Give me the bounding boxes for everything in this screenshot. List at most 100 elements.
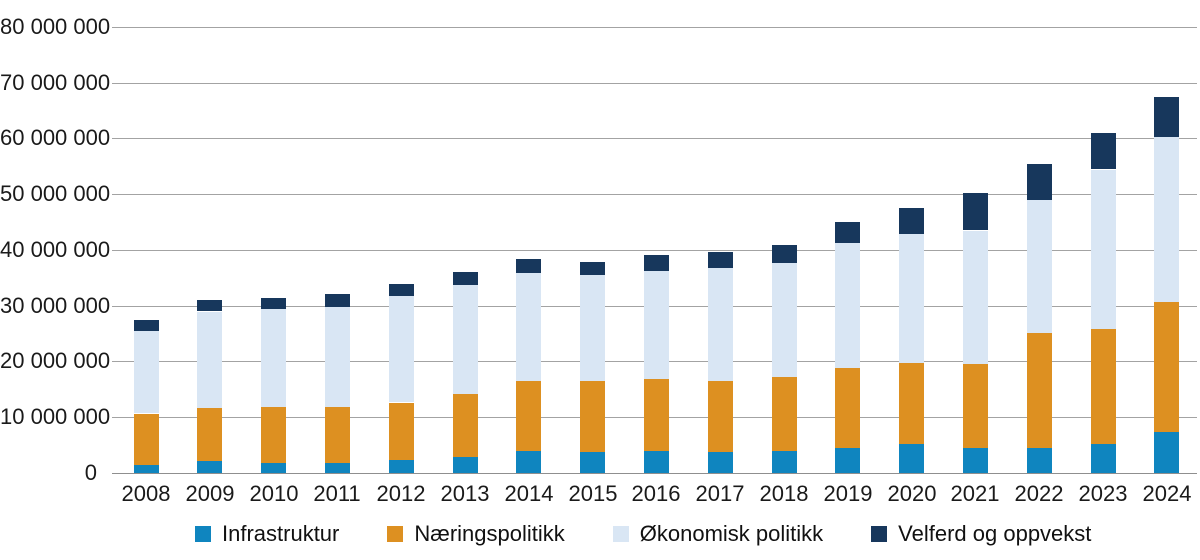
y-tick-label: 0 (84, 460, 97, 485)
bar-2017 (708, 27, 733, 473)
bar-segment-2019-velferd-og-oppvekst (835, 222, 860, 243)
bar-segment-2009-velferd-og-oppvekst (197, 300, 222, 311)
bar-2021 (963, 27, 988, 473)
bar-segment-2013-infrastruktur (453, 457, 478, 473)
bar-segment-2011-økonomisk-politikk (325, 307, 350, 407)
bar-2009 (197, 27, 222, 473)
bar-segment-2018-velferd-og-oppvekst (772, 245, 797, 263)
bar-segment-2017-velferd-og-oppvekst (708, 252, 733, 268)
bar-segment-2020-velferd-og-oppvekst (899, 208, 924, 234)
bar-segment-2014-økonomisk-politikk (516, 273, 541, 381)
bar-segment-2024-infrastruktur (1154, 432, 1179, 473)
x-tick-label-2016: 2016 (631, 481, 681, 506)
bar-2019 (835, 27, 860, 473)
x-tick-label-2014: 2014 (504, 481, 554, 506)
y-tick-label: 30 000 000 (0, 293, 111, 318)
bar-segment-2010-velferd-og-oppvekst (261, 298, 286, 309)
bar-segment-2023-økonomisk-politikk (1091, 170, 1116, 329)
bar-segment-2018-økonomisk-politikk (772, 263, 797, 377)
bar-segment-2021-velferd-og-oppvekst (963, 193, 988, 230)
x-tick-label-2013: 2013 (440, 481, 490, 506)
y-tick-label: 70 000 000 (0, 70, 111, 95)
legend-swatch-icon (612, 526, 629, 542)
bar-segment-2014-velferd-og-oppvekst (516, 259, 541, 273)
bar-segment-2022-næringspolitikk (1027, 333, 1052, 448)
bar-segment-2012-infrastruktur (389, 460, 414, 473)
bar-segment-2013-næringspolitikk (453, 394, 478, 457)
bar-2018 (772, 27, 797, 473)
bar-2011 (325, 27, 350, 473)
bar-2023 (1091, 27, 1116, 473)
legend-item-infrastruktur: Infrastruktur (195, 522, 339, 546)
legend-label: Økonomisk politikk (639, 521, 824, 546)
bar-2015 (580, 27, 605, 473)
x-axis: 2008 2009 2010 2011 2012 2013 2014 2015 2016 2017… (0, 481, 1200, 511)
bar-2020 (899, 27, 924, 473)
bar-segment-2021-økonomisk-politikk (963, 231, 988, 364)
x-tick-label-2008: 2008 (121, 481, 171, 506)
bar-segment-2011-velferd-og-oppvekst (325, 294, 350, 307)
bar-segment-2008-økonomisk-politikk (134, 331, 159, 413)
bar-segment-2022-infrastruktur (1027, 448, 1052, 473)
bar-segment-2010-næringspolitikk (261, 407, 286, 463)
bar-segment-2012-økonomisk-politikk (389, 296, 414, 402)
bar-segment-2024-næringspolitikk (1154, 302, 1179, 432)
x-tick-label-2010: 2010 (249, 481, 299, 506)
bar-2010 (261, 27, 286, 473)
gridline-80000000 (112, 27, 1197, 28)
bar-2014 (516, 27, 541, 473)
x-tick-label-2021: 2021 (950, 481, 1000, 506)
x-tick-label-2019: 2019 (823, 481, 873, 506)
bar-2012 (389, 27, 414, 473)
legend-label: Velferd og oppvekst (898, 521, 1092, 546)
bar-segment-2019-næringspolitikk (835, 368, 860, 448)
bar-segment-2020-næringspolitikk (899, 363, 924, 444)
bar-segment-2010-økonomisk-politikk (261, 309, 286, 407)
legend-swatch-icon (871, 526, 888, 542)
legend-swatch-icon (387, 526, 404, 542)
y-tick-label: 40 000 000 (0, 237, 111, 262)
bar-segment-2015-næringspolitikk (580, 381, 605, 452)
bar-segment-2013-økonomisk-politikk (453, 285, 478, 394)
bar-segment-2024-økonomisk-politikk (1154, 137, 1179, 302)
bar-segment-2013-velferd-og-oppvekst (453, 272, 478, 285)
y-tick-label: 60 000 000 (0, 125, 111, 150)
bar-segment-2010-infrastruktur (261, 463, 286, 473)
bar-2013 (453, 27, 478, 473)
x-tick-label-2015: 2015 (568, 481, 618, 506)
bar-segment-2008-næringspolitikk (134, 414, 159, 465)
x-tick-label-2017: 2017 (695, 481, 745, 506)
legend-label: Infrastruktur (222, 521, 340, 546)
bar-segment-2023-infrastruktur (1091, 444, 1116, 473)
x-tick-label-2012: 2012 (376, 481, 426, 506)
bar-segment-2008-velferd-og-oppvekst (134, 320, 159, 331)
plot-area (112, 27, 1197, 474)
x-tick-label-2011: 2011 (313, 481, 361, 506)
y-tick-label: 80 000 000 (0, 14, 111, 39)
bar-segment-2009-næringspolitikk (197, 407, 222, 461)
bar-segment-2009-infrastruktur (197, 461, 222, 473)
legend-item-næringspolitikk: Næringspolitikk (387, 521, 565, 546)
legend-item-velferd-og-oppvekst: Velferd og oppvekst (871, 522, 1091, 546)
bar-segment-2021-infrastruktur (963, 448, 988, 473)
bar-segment-2015-infrastruktur (580, 452, 605, 473)
gridline-60000000 (112, 138, 1197, 139)
bar-segment-2022-velferd-og-oppvekst (1027, 164, 1052, 200)
bar-segment-2016-velferd-og-oppvekst (644, 255, 669, 271)
bar-segment-2019-økonomisk-politikk (835, 243, 860, 368)
legend-label: Næringspolitikk (414, 521, 565, 546)
bar-segment-2024-velferd-og-oppvekst (1154, 97, 1179, 137)
bar-2008 (134, 27, 159, 473)
bar-segment-2015-velferd-og-oppvekst (580, 262, 605, 275)
bar-segment-2016-økonomisk-politikk (644, 271, 669, 379)
bar-segment-2011-næringspolitikk (325, 407, 350, 463)
bar-segment-2022-økonomisk-politikk (1027, 200, 1052, 333)
x-tick-label-2009: 2009 (185, 481, 235, 506)
bar-segment-2023-velferd-og-oppvekst (1091, 133, 1116, 169)
x-tick-label-2024: 2024 (1142, 481, 1192, 506)
bar-segment-2016-infrastruktur (644, 451, 669, 473)
gridline-50000000 (112, 194, 1197, 195)
bar-segment-2020-økonomisk-politikk (899, 234, 924, 363)
x-tick-label-2020: 2020 (887, 481, 937, 506)
